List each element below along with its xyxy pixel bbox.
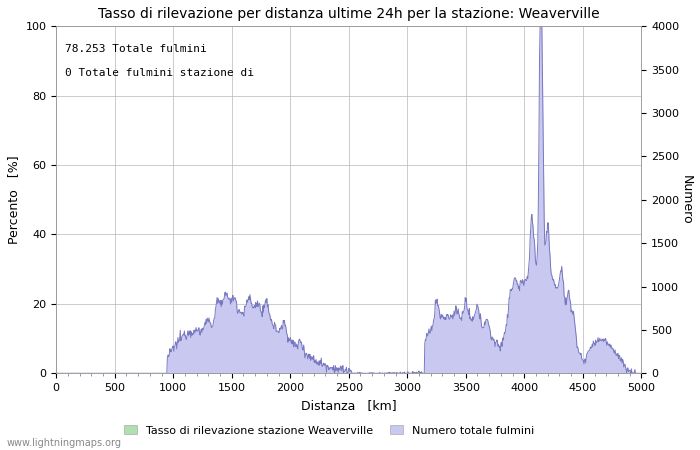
Text: 78.253 Totale fulmini: 78.253 Totale fulmini: [65, 44, 206, 54]
Title: Tasso di rilevazione per distanza ultime 24h per la stazione: Weaverville: Tasso di rilevazione per distanza ultime…: [98, 7, 600, 21]
X-axis label: Distanza   [km]: Distanza [km]: [301, 399, 397, 412]
Legend: Tasso di rilevazione stazione Weaverville, Numero totale fulmini: Tasso di rilevazione stazione Weavervill…: [119, 421, 539, 440]
Y-axis label: Numero: Numero: [680, 175, 693, 225]
Y-axis label: Percento   [%]: Percento [%]: [7, 155, 20, 244]
Text: www.lightningmaps.org: www.lightningmaps.org: [7, 438, 122, 448]
Text: 0 Totale fulmini stazione di: 0 Totale fulmini stazione di: [65, 68, 254, 78]
